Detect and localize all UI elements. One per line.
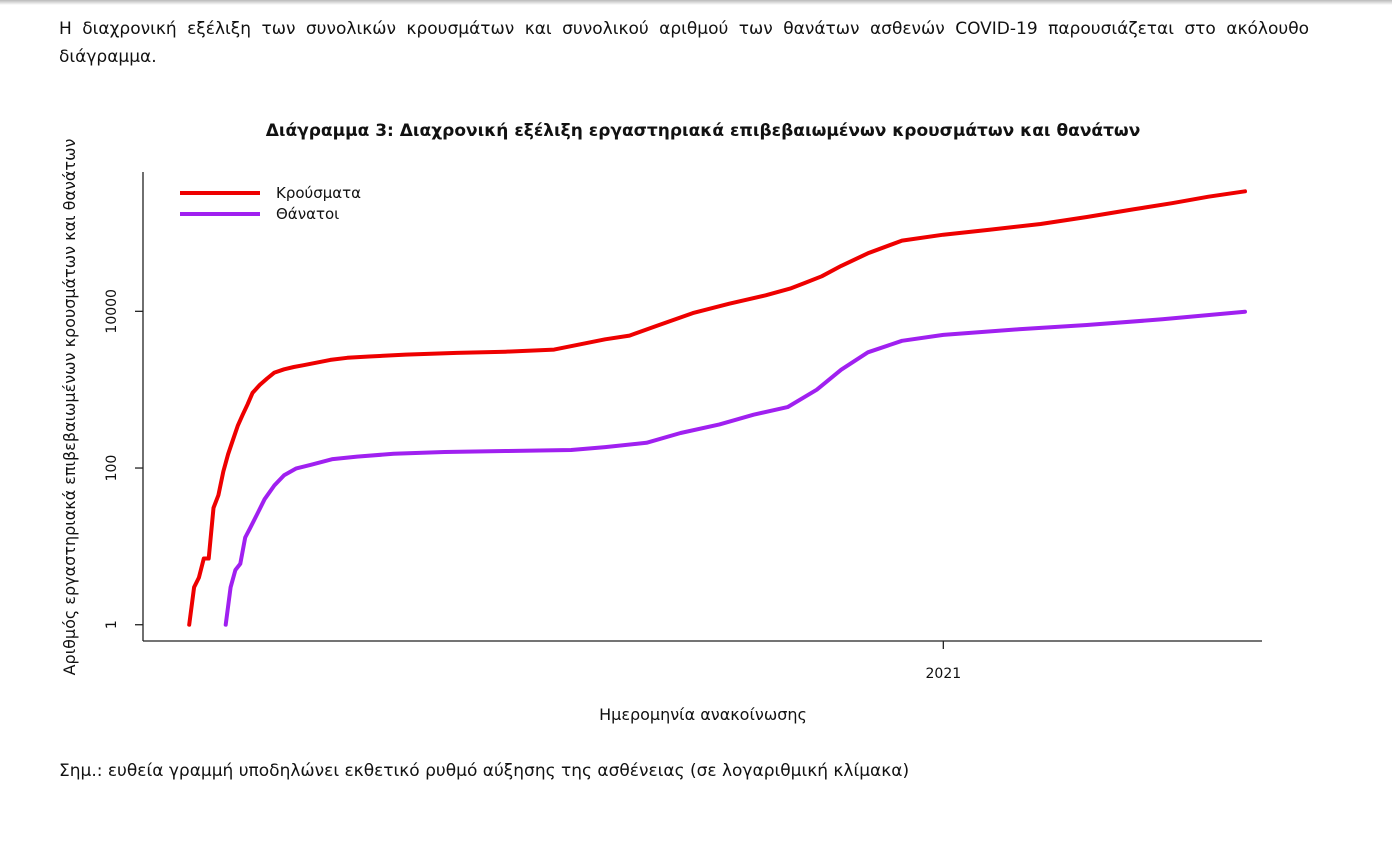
- page-top-rule: [0, 0, 1392, 5]
- chart-legend: Κρούσματα Θάνατοι: [180, 184, 361, 223]
- y-tick-label: 10000: [104, 289, 120, 334]
- legend-label: Θάνατοι: [276, 205, 339, 223]
- chart-note: Σημ.: ευθεία γραμμή υποδηλώνει εκθετικό …: [59, 761, 910, 781]
- y-axis-label: Αριθμός εργαστηριακά επιβεβαιωμένων κρου…: [60, 139, 79, 676]
- series-line-cases: [187, 189, 1247, 627]
- x-tick-label: 2021: [926, 666, 962, 682]
- intro-paragraph: Η διαχρονική εξέλιξη των συνολικών κρουσ…: [59, 19, 1309, 67]
- y-tick-label: 100: [104, 455, 120, 482]
- legend-label: Κρούσματα: [276, 184, 361, 202]
- series-line-deaths: [223, 309, 1247, 627]
- y-tick-label: 1: [104, 620, 120, 629]
- x-axis-label: Ημερομηνία ανακοίνωσης: [599, 705, 807, 724]
- chart-title: Διάγραμμα 3: Διαχρονική εξέλιξη εργαστηρ…: [266, 121, 1141, 141]
- chart-axes: 1 100 10000 2021: [104, 172, 1262, 682]
- series-layer: [187, 189, 1247, 627]
